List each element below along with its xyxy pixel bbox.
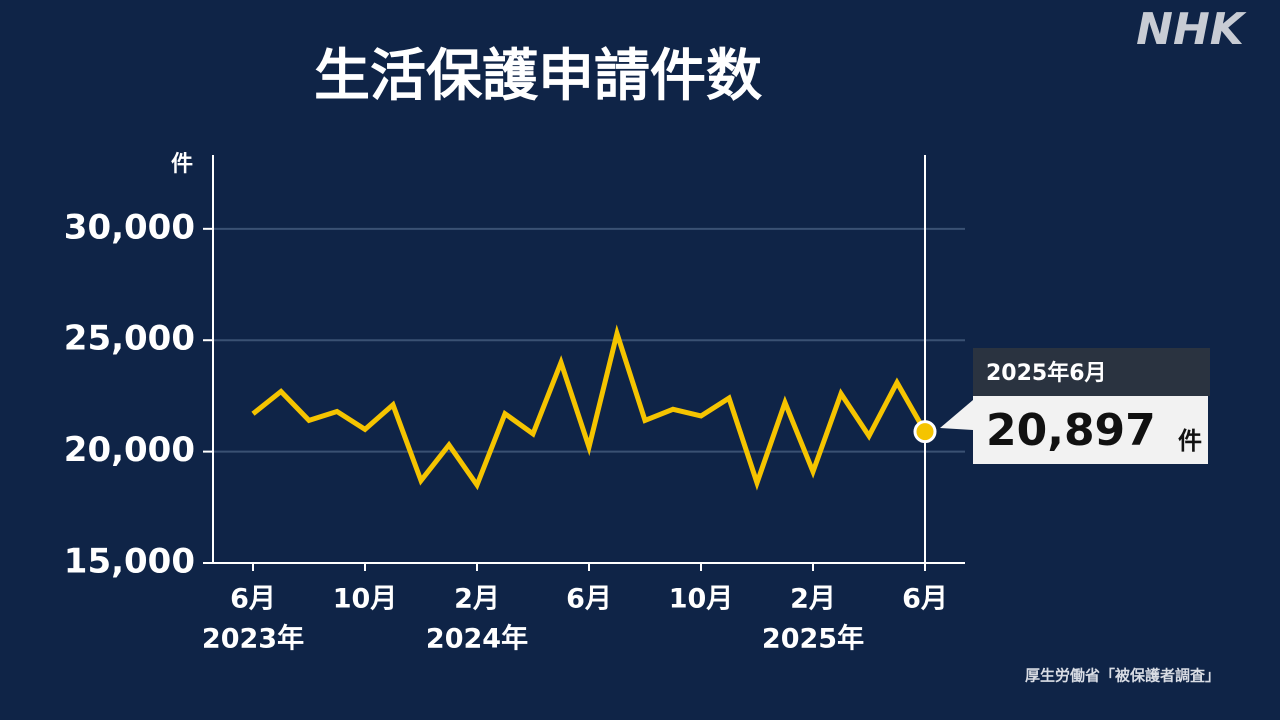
data-line bbox=[251, 324, 928, 491]
callout: 2025年6月 20,897 件 bbox=[940, 348, 1210, 464]
y-tick-label: 20,000 bbox=[64, 430, 195, 470]
x-tick-label: 6月 bbox=[230, 584, 276, 615]
x-tick-label: 10月 bbox=[669, 584, 734, 615]
callout-body bbox=[973, 396, 1208, 464]
current-point bbox=[913, 420, 937, 444]
callout-value: 20,897 bbox=[986, 405, 1156, 456]
x-year-label: 2023年 bbox=[202, 623, 304, 655]
y-tick-label: 25,000 bbox=[64, 319, 195, 359]
x-tick-label: 2月 bbox=[454, 584, 500, 615]
callout-pointer bbox=[940, 400, 973, 430]
callout-header bbox=[973, 348, 1210, 396]
x-year-label: 2025年 bbox=[762, 623, 864, 655]
x-tick-label: 10月 bbox=[333, 584, 398, 615]
x-tick-label: 6月 bbox=[902, 584, 948, 615]
callout-unit: 件 bbox=[1178, 427, 1202, 455]
chart-title: 生活保護申請件数 bbox=[314, 44, 762, 109]
y-tick-label: 30,000 bbox=[64, 207, 195, 247]
source: 厚生労働省「被保護者調査」 bbox=[1025, 667, 1220, 685]
y-unit: 件 bbox=[171, 152, 193, 177]
x-tick-label: 2月 bbox=[790, 584, 836, 615]
y-tick-label: 15,000 bbox=[64, 542, 195, 582]
x-year-label: 2024年 bbox=[426, 623, 528, 655]
callout-title: 2025年6月 bbox=[986, 360, 1107, 386]
logo: NHK bbox=[1136, 4, 1247, 55]
x-tick-label: 6月 bbox=[566, 584, 612, 615]
